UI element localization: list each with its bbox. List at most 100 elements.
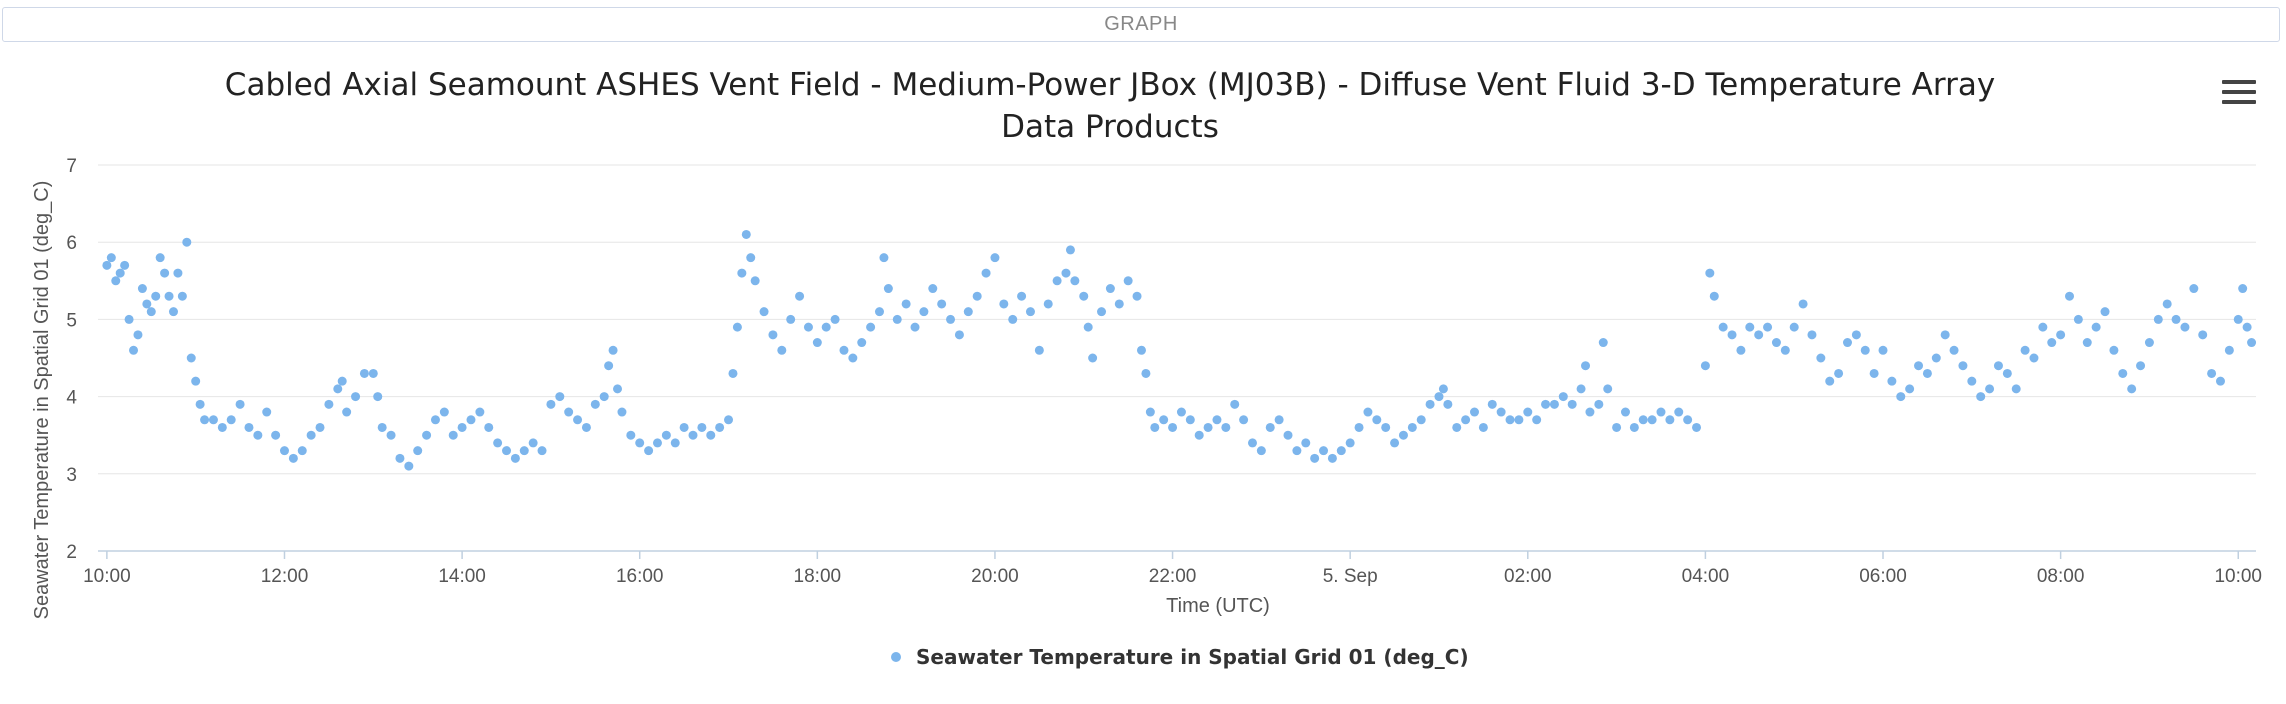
data-point[interactable] (2215, 376, 2225, 386)
data-point[interactable] (732, 322, 742, 332)
data-point[interactable] (1496, 407, 1506, 417)
data-point[interactable] (1301, 438, 1311, 448)
data-point[interactable] (1567, 399, 1577, 409)
data-point[interactable] (279, 446, 289, 456)
data-point[interactable] (115, 268, 125, 278)
data-point[interactable] (1336, 446, 1346, 456)
data-point[interactable] (1070, 276, 1080, 286)
data-point[interactable] (106, 253, 116, 263)
data-point[interactable] (1745, 322, 1755, 332)
data-point[interactable] (1825, 376, 1835, 386)
data-point[interactable] (1043, 299, 1053, 309)
data-point[interactable] (510, 453, 520, 463)
data-point[interactable] (590, 399, 600, 409)
data-point[interactable] (124, 314, 134, 324)
data-point[interactable] (604, 361, 614, 371)
data-point[interactable] (235, 399, 245, 409)
data-point[interactable] (1967, 376, 1977, 386)
data-point[interactable] (164, 291, 174, 301)
data-point[interactable] (946, 314, 956, 324)
data-point[interactable] (1185, 415, 1195, 425)
data-point[interactable] (333, 384, 343, 394)
data-point[interactable] (1958, 361, 1968, 371)
data-point[interactable] (1470, 407, 1480, 417)
data-point[interactable] (750, 276, 760, 286)
data-point[interactable] (2020, 345, 2030, 355)
data-point[interactable] (1230, 399, 1240, 409)
data-point[interactable] (2180, 322, 2190, 332)
data-point[interactable] (963, 307, 973, 317)
data-point[interactable] (1256, 446, 1266, 456)
data-point[interactable] (1976, 392, 1986, 402)
data-point[interactable] (1212, 415, 1222, 425)
data-point[interactable] (1265, 422, 1275, 432)
data-point[interactable] (1558, 392, 1568, 402)
data-point[interactable] (2056, 330, 2066, 340)
data-point[interactable] (2109, 345, 2119, 355)
data-point[interactable] (839, 345, 849, 355)
data-point[interactable] (1203, 422, 1213, 432)
data-point[interactable] (892, 314, 902, 324)
data-point[interactable] (2207, 368, 2217, 378)
data-point[interactable] (1683, 415, 1693, 425)
data-point[interactable] (1083, 322, 1093, 332)
data-point[interactable] (1771, 338, 1781, 348)
data-point[interactable] (297, 446, 307, 456)
data-point[interactable] (1145, 407, 1155, 417)
data-point[interactable] (928, 284, 938, 294)
data-point[interactable] (1860, 345, 1870, 355)
data-point[interactable] (2082, 338, 2092, 348)
data-point[interactable] (1656, 407, 1666, 417)
data-point[interactable] (537, 446, 547, 456)
data-point[interactable] (546, 399, 556, 409)
data-point[interactable] (1052, 276, 1062, 286)
data-point[interactable] (1065, 245, 1075, 255)
data-point[interactable] (1487, 399, 1497, 409)
data-point[interactable] (1407, 422, 1417, 432)
data-point[interactable] (1443, 399, 1453, 409)
data-point[interactable] (168, 307, 178, 317)
data-point[interactable] (519, 446, 529, 456)
data-point[interactable] (1727, 330, 1737, 340)
data-point[interactable] (324, 399, 334, 409)
data-point[interactable] (244, 422, 254, 432)
data-point[interactable] (475, 407, 485, 417)
data-point[interactable] (191, 376, 201, 386)
data-point[interactable] (1017, 291, 1027, 301)
data-point[interactable] (1581, 361, 1591, 371)
data-point[interactable] (1869, 368, 1879, 378)
data-point[interactable] (883, 284, 893, 294)
data-point[interactable] (404, 461, 414, 471)
data-point[interactable] (795, 291, 805, 301)
data-point[interactable] (1834, 368, 1844, 378)
data-point[interactable] (1585, 407, 1595, 417)
data-point[interactable] (1025, 307, 1035, 317)
data-point[interactable] (1283, 430, 1293, 440)
data-point[interactable] (812, 338, 822, 348)
data-point[interactable] (306, 430, 316, 440)
data-point[interactable] (901, 299, 911, 309)
data-point[interactable] (137, 284, 147, 294)
data-point[interactable] (981, 268, 991, 278)
data-point[interactable] (954, 330, 964, 340)
data-point[interactable] (2189, 284, 2199, 294)
data-point[interactable] (133, 330, 143, 340)
data-point[interactable] (1132, 291, 1142, 301)
data-point[interactable] (644, 446, 654, 456)
data-point[interactable] (155, 253, 165, 263)
data-point[interactable] (1097, 307, 1107, 317)
data-point[interactable] (200, 415, 210, 425)
data-point[interactable] (1150, 422, 1160, 432)
data-point[interactable] (1576, 384, 1586, 394)
data-point[interactable] (724, 415, 734, 425)
data-point[interactable] (564, 407, 574, 417)
data-point[interactable] (1993, 361, 2003, 371)
data-point[interactable] (972, 291, 982, 301)
data-point[interactable] (1798, 299, 1808, 309)
data-point[interactable] (2011, 384, 2021, 394)
data-point[interactable] (271, 430, 281, 440)
data-point[interactable] (1887, 376, 1897, 386)
data-point[interactable] (386, 430, 396, 440)
data-point[interactable] (759, 307, 769, 317)
data-point[interactable] (2247, 338, 2257, 348)
